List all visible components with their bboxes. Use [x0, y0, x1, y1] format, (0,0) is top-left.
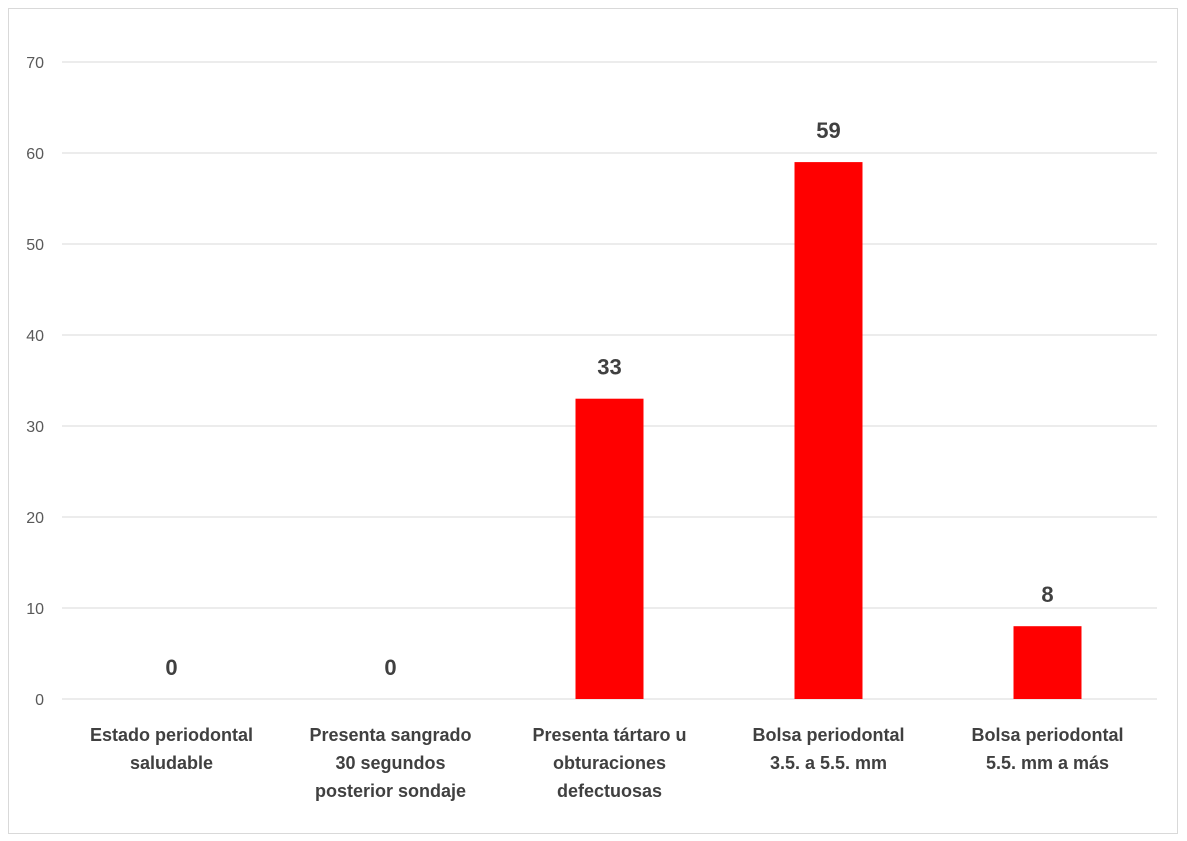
y-axis-tick-labels: 0 10 20 30 40 50 60 70: [26, 55, 44, 709]
x-category-label: Bolsa periodontal 5.5. mm a más: [971, 725, 1123, 773]
bar: [575, 398, 644, 699]
y-tick-label: 30: [26, 419, 44, 436]
data-labels: 0 0 33 59 8: [165, 118, 1053, 680]
data-label: 33: [597, 355, 621, 380]
y-tick-label: 50: [26, 237, 44, 254]
y-tick-label: 70: [26, 55, 44, 72]
bar: [794, 162, 863, 700]
data-label: 0: [384, 655, 396, 680]
y-tick-label: 10: [26, 601, 44, 618]
data-label: 59: [816, 118, 840, 143]
data-label: 8: [1041, 582, 1053, 607]
y-tick-label: 0: [35, 692, 44, 709]
x-axis-category-labels: Estado periodontal saludable Presenta sang…: [90, 725, 1124, 801]
y-tick-label: 60: [26, 146, 44, 163]
data-label: 0: [165, 655, 177, 680]
x-category-label: Estado periodontal saludable: [90, 725, 253, 773]
y-tick-label: 40: [26, 328, 44, 345]
y-tick-label: 20: [26, 510, 44, 527]
x-category-label: Bolsa periodontal 3.5. a 5.5. mm: [752, 725, 904, 773]
gridlines: [62, 61, 1157, 700]
x-category-label: Presenta sangrado 30 segundos posterior so…: [309, 725, 471, 801]
x-category-label: Presenta tártaro u obturaciones defectuosa…: [532, 725, 686, 801]
bars: [575, 162, 1082, 700]
bar: [1013, 626, 1082, 699]
